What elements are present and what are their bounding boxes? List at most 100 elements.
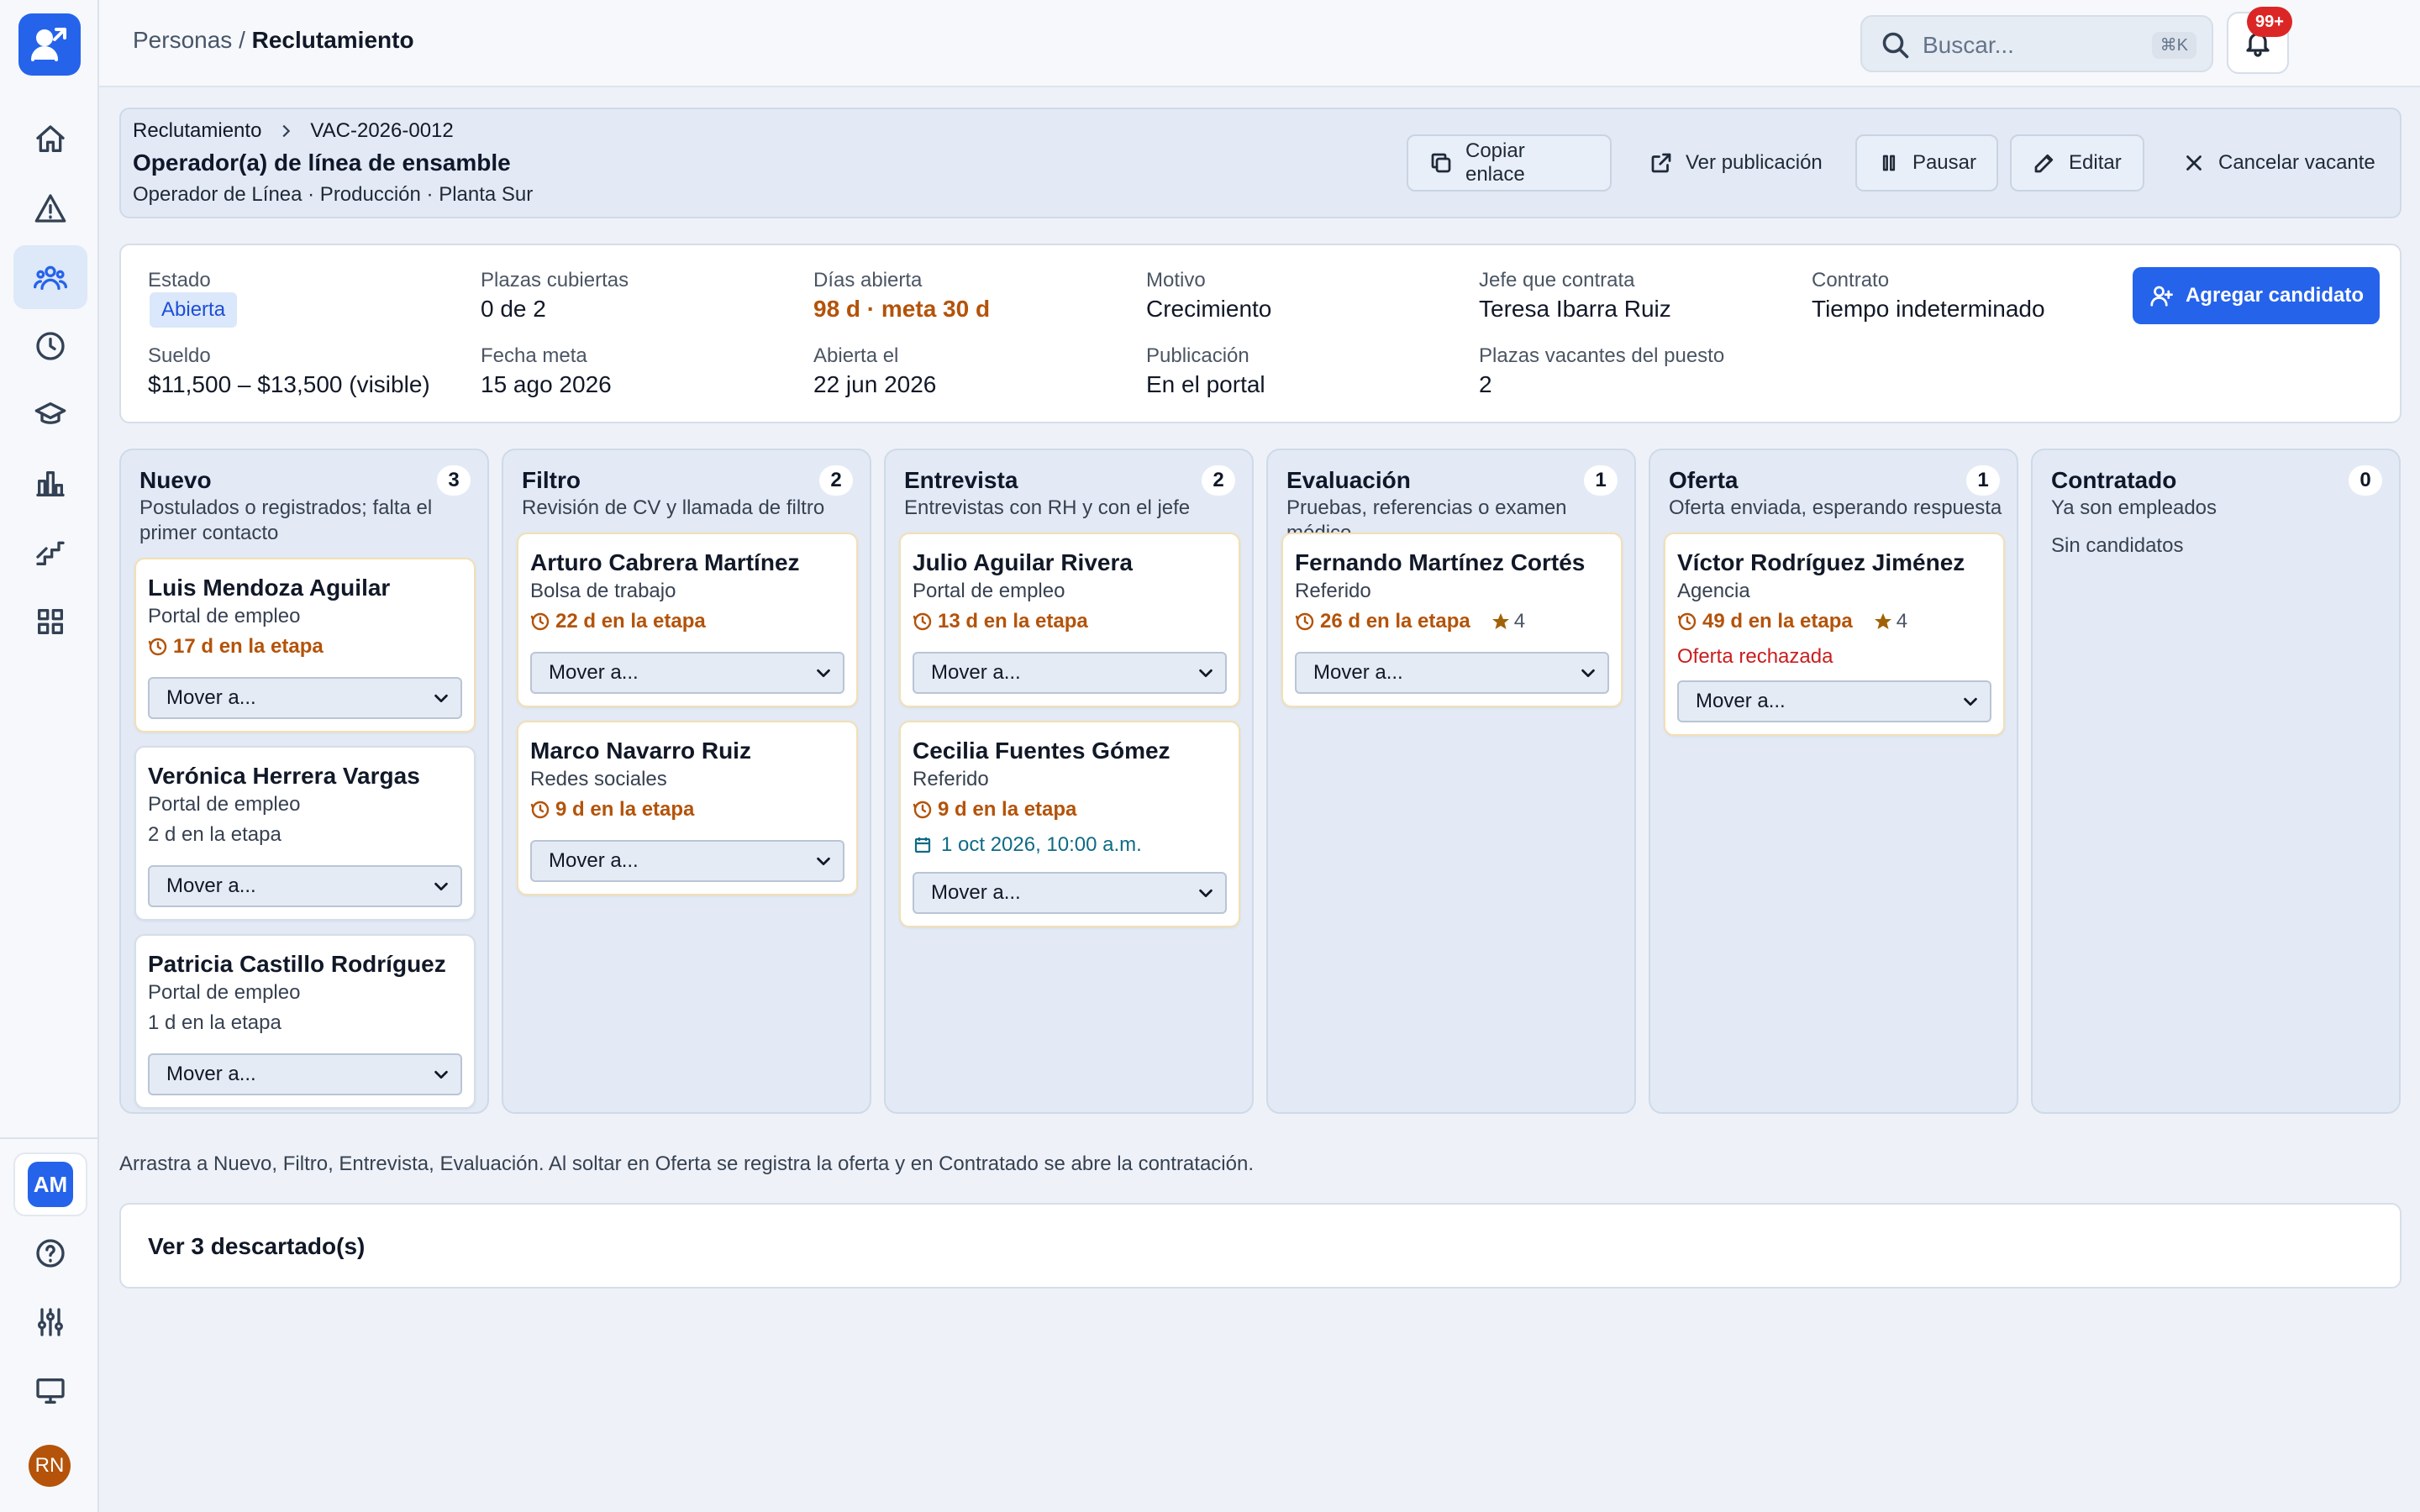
fecha-meta-label: Fecha meta — [481, 344, 587, 367]
help-icon — [36, 1239, 65, 1268]
candidate-card[interactable]: Verónica Herrera Vargas Portal de empleo 2… — [134, 746, 476, 921]
search-input[interactable]: Buscar... — [1923, 32, 2014, 58]
nav-people[interactable] — [13, 245, 87, 309]
candidate-name: Marco Navarro Ruiz — [530, 738, 751, 764]
jefe-label: Jefe que contrata — [1479, 269, 1635, 291]
estado-label: Estado — [148, 269, 211, 291]
dias-value: 98 d · meta 30 d — [813, 296, 991, 322]
add-candidate-button[interactable]: Agregar candidato — [2133, 267, 2380, 324]
nav-home[interactable] — [13, 108, 87, 171]
candidate-source: Redes sociales — [530, 768, 667, 790]
move-to-select[interactable]: Mover a... — [1295, 652, 1609, 694]
candidate-card[interactable]: Cecilia Fuentes Gómez Referido 9 d en la e… — [899, 721, 1240, 927]
candidate-source: Bolsa de trabajo — [530, 580, 676, 602]
candidate-card[interactable]: Luis Mendoza Aguilar Portal de empleo 17 d… — [134, 558, 476, 732]
chevron-right-icon — [282, 124, 291, 138]
nav-growth[interactable] — [13, 521, 87, 585]
nav-reports[interactable] — [13, 452, 87, 516]
stage-days-label: 17 d en la etapa — [173, 635, 324, 658]
user-avatar[interactable]: RN — [29, 1445, 71, 1487]
breadcrumb-parent[interactable]: Personas — [133, 27, 233, 53]
breadcrumb: Personas / Reclutamiento — [133, 27, 414, 54]
stage-days: 49 d en la etapa 4 — [1677, 610, 1907, 633]
stage-days-label: 13 d en la etapa — [938, 610, 1088, 633]
stage-days-label: 22 d en la etapa — [555, 610, 706, 633]
crumb-root[interactable]: Reclutamiento — [133, 119, 262, 142]
calendar-icon — [914, 837, 931, 853]
column-count: 3 — [437, 465, 471, 496]
clock-icon — [148, 638, 167, 656]
fecha-meta-value: 15 ago 2026 — [481, 371, 612, 397]
rating: 4 — [1873, 610, 1907, 633]
move-to-select[interactable]: Mover a... — [913, 872, 1227, 914]
candidate-source: Portal de empleo — [148, 981, 301, 1004]
move-to-select[interactable]: Mover a... — [148, 677, 462, 719]
copy-link-label: Copiar enlace — [1465, 139, 1525, 186]
home-icon — [36, 125, 65, 152]
vacancy-details: Estado Abierta Plazas cubiertas 0 de 2 D… — [119, 244, 2402, 423]
candidate-name: Julio Aguilar Rivera — [913, 549, 1133, 575]
workspace-switcher[interactable]: AM — [13, 1152, 87, 1216]
chevron-down-icon — [1964, 697, 1977, 706]
move-to-select[interactable]: Mover a... — [530, 652, 844, 694]
candidate-card[interactable]: Arturo Cabrera Martínez Bolsa de trabajo 2… — [517, 533, 858, 707]
candidate-card[interactable]: Víctor Rodríguez Jiménez Agencia 49 d en l… — [1664, 533, 2005, 736]
move-to-select[interactable]: Mover a... — [1677, 680, 1991, 722]
monitor-icon — [36, 1378, 65, 1404]
copy-link-button[interactable]: Copiar enlace — [1407, 134, 1612, 192]
offer-status: Oferta rechazada — [1677, 645, 1833, 668]
nav-settings[interactable] — [13, 1290, 87, 1354]
pause-button[interactable]: Pausar — [1855, 134, 1998, 192]
grid-icon — [38, 609, 64, 634]
graduation-icon — [34, 402, 66, 424]
move-to-label: Mover a... — [549, 849, 639, 872]
move-to-select[interactable]: Mover a... — [530, 840, 844, 882]
nav-apps[interactable] — [13, 590, 87, 654]
motivo-value: Crecimiento — [1146, 296, 1272, 322]
kanban-column-3: Evaluación 1 Pruebas, referencias o examen… — [1266, 449, 1636, 1114]
crumb-id: VAC-2026-0012 — [310, 119, 454, 142]
move-to-select[interactable]: Mover a... — [148, 1053, 462, 1095]
discarded-toggle[interactable]: Ver 3 descartado(s) — [119, 1203, 2402, 1289]
search-box[interactable]: Buscar... ⌘K — [1860, 15, 2213, 72]
kanban-column-2: Entrevista 2 Entrevistas con RH y con el j… — [884, 449, 1254, 1114]
move-to-label: Mover a... — [931, 881, 1021, 904]
column-title: Oferta — [1669, 467, 1739, 493]
vacancy-breadcrumb: Reclutamiento VAC-2026-0012 — [133, 119, 454, 143]
candidate-card[interactable]: Patricia Castillo Rodríguez Portal de emp… — [134, 934, 476, 1109]
nav-help[interactable] — [13, 1221, 87, 1285]
candidate-card[interactable]: Marco Navarro Ruiz Redes sociales 9 d en l… — [517, 721, 858, 895]
move-to-select[interactable]: Mover a... — [148, 865, 462, 907]
stage-days: 17 d en la etapa — [148, 635, 324, 659]
cancel-vacancy-button[interactable]: Cancelar vacante — [2161, 134, 2396, 192]
candidate-card[interactable]: Fernando Martínez Cortés Referido 26 d en … — [1281, 533, 1623, 707]
move-to-select[interactable]: Mover a... — [913, 652, 1227, 694]
clock-icon — [1295, 612, 1314, 631]
star-icon — [1491, 613, 1509, 629]
view-posting-button[interactable]: Ver publicación — [1628, 134, 1843, 192]
nav-display[interactable] — [13, 1359, 87, 1423]
column-description: Entrevistas con RH y con el jefe — [904, 496, 1191, 519]
abierta-value: 22 jun 2026 — [813, 371, 937, 397]
user-arrow-icon — [31, 28, 66, 61]
search-shortcut: ⌘K — [2151, 32, 2196, 59]
candidate-source: Portal de empleo — [913, 580, 1065, 602]
nav-training[interactable] — [13, 383, 87, 447]
candidate-card[interactable]: Julio Aguilar Rivera Portal de empleo 13 d… — [899, 533, 1240, 707]
sidebar: AM RN — [0, 0, 99, 1512]
candidate-source: Referido — [913, 768, 989, 790]
clock-icon — [36, 332, 65, 360]
nav-time[interactable] — [13, 314, 87, 378]
sueldo-value: $11,500 – $13,500 (visible) — [148, 371, 430, 397]
stage-days-label: 2 d en la etapa — [148, 823, 281, 846]
rating-value: 4 — [1513, 610, 1526, 633]
app-logo[interactable] — [18, 13, 81, 76]
sliders-icon — [38, 1308, 63, 1336]
edit-button[interactable]: Editar — [2010, 134, 2144, 192]
stage-days: 22 d en la etapa — [530, 610, 706, 633]
nav-alerts[interactable] — [13, 176, 87, 240]
dias-label: Días abierta — [813, 269, 923, 291]
drag-hint: Arrastra a Nuevo, Filtro, Entrevista, Ev… — [119, 1152, 1254, 1175]
column-count: 0 — [2349, 465, 2382, 496]
column-count: 1 — [1584, 465, 1618, 496]
